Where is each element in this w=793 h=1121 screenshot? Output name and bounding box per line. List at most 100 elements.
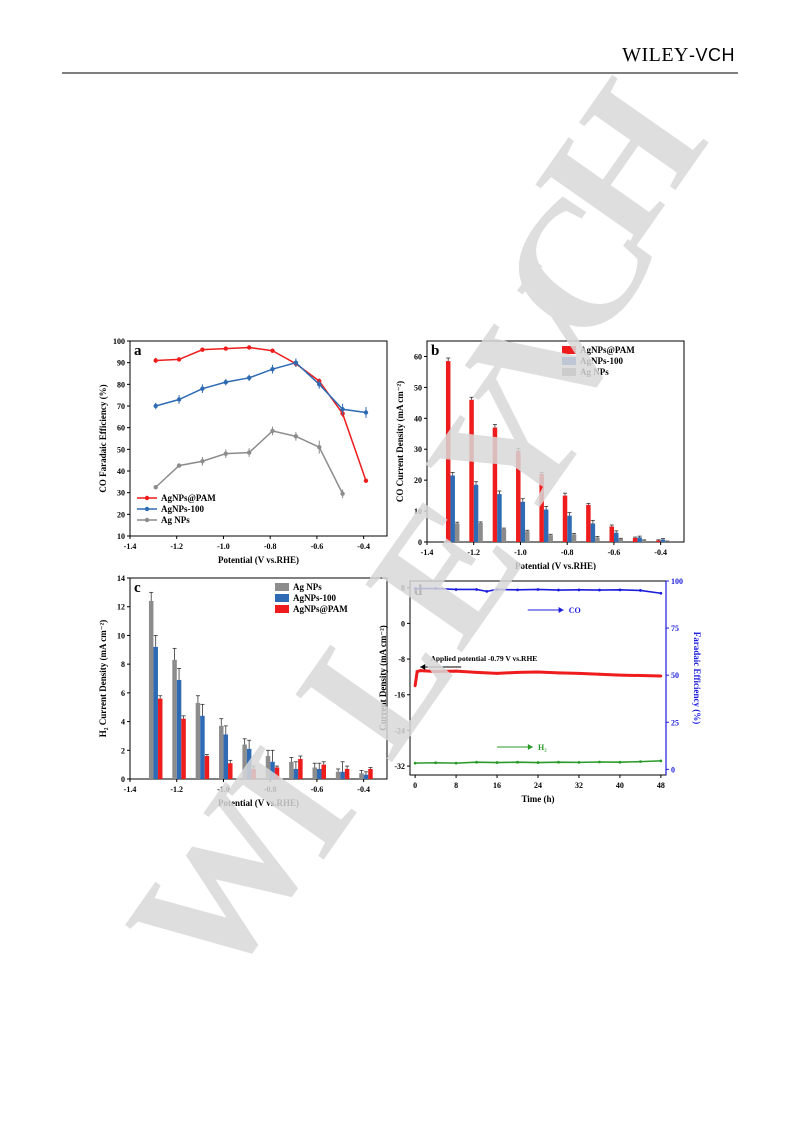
bar (445, 361, 451, 542)
x-tick-label: -1.4 (421, 548, 434, 557)
y-right-tick-label: 75 (671, 624, 679, 633)
panel-label: a (134, 343, 142, 359)
bar (525, 531, 530, 542)
y-tick-label: 8 (121, 660, 125, 669)
legend-swatch (562, 346, 576, 354)
x-tick-label: -0.6 (311, 785, 324, 794)
x-tick-label: -0.4 (357, 785, 370, 794)
bar (274, 767, 280, 779)
legend-label: AgNPs-100 (580, 356, 623, 366)
data-point (434, 761, 437, 765)
legend-marker (144, 517, 150, 523)
bar (298, 758, 303, 779)
bar (539, 473, 544, 542)
h2-annotation: H₂ (538, 743, 547, 752)
bar (223, 734, 229, 779)
data-point (475, 760, 478, 764)
y-tick-label: 2 (121, 746, 125, 755)
data-point (516, 760, 519, 764)
y-right-tick-label: 100 (671, 577, 683, 586)
publisher-suffix: -VCH (689, 45, 735, 65)
y-axis-label: H₂ Current Density (mA cm⁻²) (98, 620, 108, 737)
x-tick-label: 40 (616, 781, 624, 790)
bar (251, 768, 256, 779)
data-point (363, 478, 369, 483)
legend-swatch (562, 357, 576, 365)
data-point (598, 760, 601, 764)
bar (469, 399, 474, 542)
data-point (223, 379, 228, 385)
y-tick-label: 12 (117, 603, 125, 612)
data-point (270, 366, 275, 372)
legend-label: Ag NPs (293, 582, 322, 592)
data-point (495, 588, 499, 591)
x-tick-label: -0.8 (264, 542, 277, 551)
y-tick-label: 20 (414, 476, 422, 485)
y-axis-label: CO Current Density (mA cm⁻²) (395, 381, 405, 502)
co-annotation: CO (569, 606, 581, 615)
y-right-axis-label: Faradaic Efficiency (%) (692, 632, 702, 724)
data-point (200, 459, 205, 464)
publisher-logo: WILEY-VCH (622, 44, 735, 67)
bar (637, 537, 642, 542)
bar (321, 764, 326, 779)
bar (270, 761, 275, 779)
y-tick-label: 30 (117, 489, 125, 498)
data-point (618, 673, 622, 677)
data-point (223, 346, 228, 351)
panel-label: c (134, 580, 141, 596)
x-tick-label: 8 (454, 781, 458, 790)
series-line (155, 361, 367, 414)
bar (497, 494, 502, 542)
data-point (454, 588, 458, 591)
data-point (413, 761, 417, 765)
x-tick-label: -1.0 (514, 548, 527, 557)
chart-panel-b: -1.4 -1.2 -1.0 -0.8 -0.6 -0.4 0 10 20 30 40 50 60 Pot… (395, 340, 685, 570)
data-point (270, 428, 275, 434)
x-tick-label: -1.2 (467, 548, 480, 557)
data-point (200, 386, 205, 391)
y-tick-label: 60 (117, 424, 125, 433)
x-tick-label: 32 (575, 781, 583, 790)
data-point (317, 444, 322, 450)
series-line (415, 587, 661, 595)
y-tick-label: 50 (117, 445, 125, 454)
series-line (155, 430, 344, 495)
data-point (557, 671, 560, 675)
data-point (577, 760, 581, 764)
data-point (659, 674, 663, 678)
data-point (363, 410, 369, 415)
x-axis-label: Potential (V vs.RHE) (218, 798, 299, 808)
bar (340, 771, 345, 779)
data-point (577, 671, 581, 675)
x-tick-label: 24 (534, 781, 542, 790)
x-tick-label: 48 (657, 781, 665, 790)
bar (516, 450, 521, 542)
data-point (536, 588, 540, 591)
data-point (153, 485, 158, 490)
plot-frame (129, 577, 388, 780)
y-tick-label: 0 (418, 538, 422, 547)
data-point (557, 588, 560, 592)
legend-marker (144, 506, 150, 512)
plot-frame (426, 340, 685, 543)
data-point (475, 671, 478, 674)
bar (473, 484, 479, 542)
bar (176, 679, 182, 779)
data-point (200, 347, 205, 352)
bar (520, 501, 526, 542)
y-tick-label: 70 (117, 402, 125, 411)
bar (335, 771, 341, 779)
bar (548, 535, 553, 542)
data-point (618, 760, 622, 764)
x-axis-label: Potential (V vs.RHE) (515, 561, 596, 570)
y-tick-label: 100 (113, 338, 125, 346)
bar (246, 748, 252, 779)
bar (590, 523, 596, 542)
y-right-tick-label: 25 (671, 718, 679, 727)
chart-panel-a: -1.4 -1.2 -1.0 -0.8 -0.6 -0.4 10 20 30 40 50 60 70 80… (98, 338, 388, 565)
y-tick-label: 80 (117, 380, 125, 389)
data-point (659, 759, 663, 763)
legend-label: Ag NPs (161, 515, 190, 525)
y-tick-label: 60 (414, 352, 422, 361)
